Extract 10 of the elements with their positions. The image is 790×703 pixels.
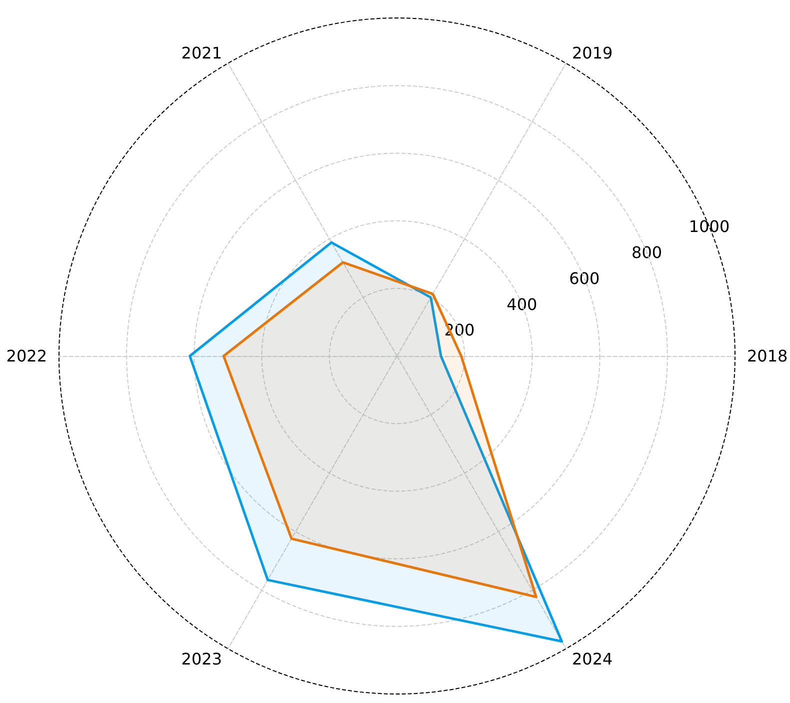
spoke-label: 2024 [572,650,613,669]
y-tick-label: 800 [632,243,662,262]
y-tick-label: 400 [506,294,538,314]
spoke-label: 2021 [181,43,222,62]
spoke-label: 2023 [181,650,222,669]
spoke-label: 2018 [747,346,788,366]
spoke-label: 2019 [572,43,613,62]
y-tick-label: 600 [569,268,600,288]
spoke-label: 2022 [6,346,47,366]
y-tick-label: 1000 [688,217,730,236]
